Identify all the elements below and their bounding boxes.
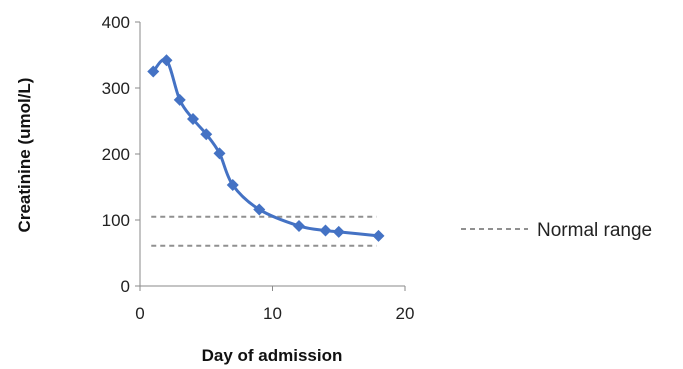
data-point [173,93,186,106]
data-point [332,225,345,238]
data-point [147,65,160,78]
data-point [372,229,385,242]
y-tick-label: 300 [102,79,130,98]
data-point [253,203,266,216]
data-point [187,113,199,126]
x-tick-label: 0 [135,304,144,323]
legend-normal-range-label: Normal range [537,220,652,241]
data-point [200,128,213,141]
x-tick-label: 10 [263,304,282,323]
y-tick-label: 200 [102,145,130,164]
x-tick-label: 20 [396,304,415,323]
data-point [293,219,305,232]
data-point [213,147,226,160]
y-tick-label: 400 [102,13,130,32]
y-axis-title: Creatinine (umol/L) [15,78,34,233]
x-axis-title: Day of admission [202,346,343,365]
legend: Normal range [461,220,652,241]
plot-area: 0 100 200 300 400 0 10 20 [102,13,415,323]
data-point [160,54,173,67]
y-tick-label: 0 [121,277,130,296]
data-point [319,224,332,237]
y-tick-label: 100 [102,211,130,230]
creatinine-series-line [152,57,379,238]
data-point [226,179,239,192]
